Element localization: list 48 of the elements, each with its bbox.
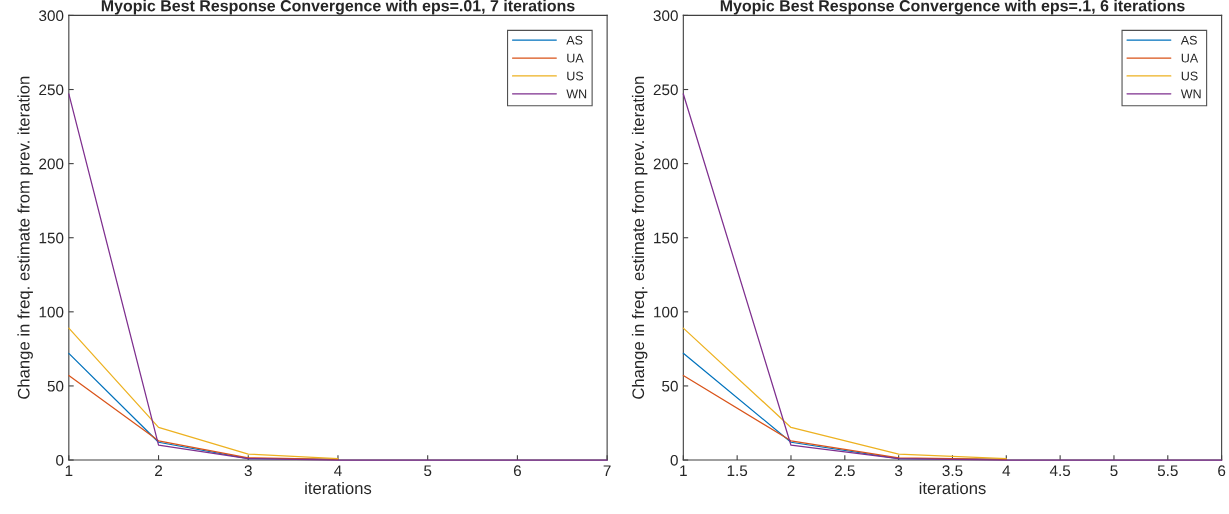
- x-tick-label: 1: [680, 465, 687, 476]
- x-tick-label: 2.5: [834, 465, 855, 477]
- y-tick-label: 200: [39, 158, 64, 170]
- x-tick-label: 2: [787, 465, 795, 476]
- y-tick-label: 150: [654, 232, 678, 244]
- y-axis-title: Change in freq. estimate from prev. iteration: [631, 76, 648, 399]
- y-tick-label: 0: [670, 454, 678, 466]
- line-series: [68, 327, 339, 460]
- y-tick-label: 250: [39, 84, 64, 96]
- y-tick-label: 200: [653, 158, 678, 170]
- legend-label: WN: [1180, 89, 1201, 99]
- x-tick-label: 1.5: [727, 465, 748, 477]
- y-tick-label: 0: [56, 454, 64, 466]
- y-tick-label: 100: [39, 306, 64, 318]
- x-tick-label: 5: [424, 465, 432, 477]
- x-tick-label: 2: [155, 465, 163, 476]
- y-axis-title: Change in freq. estimate from prev. iteration: [17, 76, 33, 399]
- chart-title: Myopic Best Response Convergence with eps=.1, 6 iterations: [720, 0, 1185, 15]
- line-series: [682, 327, 1007, 460]
- legend-label: UA: [1181, 53, 1199, 63]
- legend-label: US: [567, 71, 584, 81]
- x-tick-label: 6: [513, 465, 521, 477]
- x-tick-label: 6: [1218, 465, 1226, 477]
- legend-label: AS: [566, 35, 583, 45]
- x-axis-title: iterations: [305, 481, 372, 495]
- x-tick-label: 1: [65, 465, 73, 476]
- x-tick-label: 5.5: [1157, 465, 1178, 477]
- y-tick-label: 300: [39, 10, 64, 22]
- y-tick-label: 250: [653, 84, 678, 96]
- legend-label: WN: [566, 89, 587, 99]
- x-tick-label: 7: [603, 465, 611, 476]
- x-tick-label: 4: [334, 465, 342, 476]
- chart-title: Myopic Best Response Convergence with eps=.01, 7 iterations: [101, 0, 575, 15]
- x-tick-label: 3: [894, 465, 903, 477]
- y-tick-label: 300: [653, 10, 678, 22]
- legend-label: AS: [1180, 35, 1197, 45]
- y-tick-label: 50: [47, 380, 64, 392]
- y-tick-label: 100: [654, 306, 678, 318]
- x-tick-label: 5: [1110, 465, 1118, 477]
- x-tick-label: 4: [1002, 465, 1011, 476]
- x-tick-label: 3.5: [942, 465, 963, 477]
- y-tick-label: 150: [39, 232, 64, 244]
- legend-label: US: [1181, 71, 1198, 81]
- x-axis-title: iterations: [919, 481, 986, 495]
- legend-label: UA: [567, 53, 584, 63]
- y-tick-label: 50: [662, 380, 678, 392]
- x-tick-label: 4.5: [1049, 465, 1071, 477]
- x-tick-label: 3: [244, 465, 252, 477]
